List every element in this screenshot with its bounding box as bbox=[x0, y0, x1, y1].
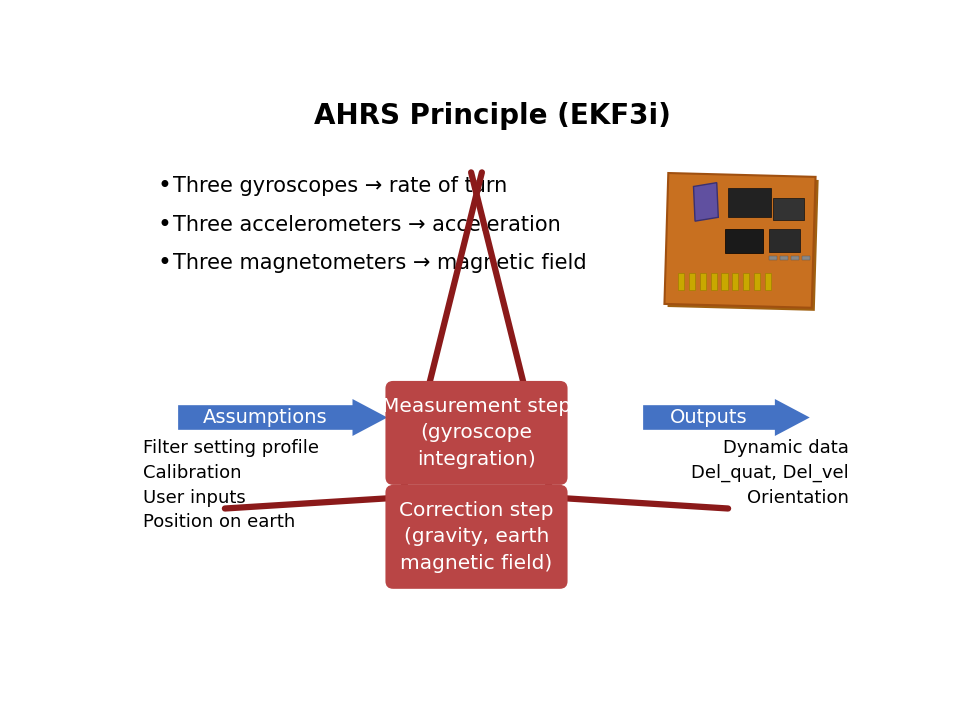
Text: Three magnetometers → magnetic field: Three magnetometers → magnetic field bbox=[173, 253, 587, 274]
Text: Calibration: Calibration bbox=[143, 464, 242, 482]
Bar bbox=[678, 273, 684, 289]
Bar bbox=[754, 273, 760, 289]
Polygon shape bbox=[693, 183, 718, 221]
FancyBboxPatch shape bbox=[385, 381, 567, 485]
Text: AHRS Principle (EKF3i): AHRS Principle (EKF3i) bbox=[314, 102, 670, 130]
Text: User inputs: User inputs bbox=[143, 489, 246, 507]
Bar bbox=[780, 256, 788, 261]
FancyArrowPatch shape bbox=[225, 172, 554, 508]
Bar bbox=[710, 273, 717, 289]
Text: Three gyroscopes → rate of turn: Three gyroscopes → rate of turn bbox=[173, 176, 507, 197]
Bar bbox=[770, 229, 801, 252]
FancyBboxPatch shape bbox=[385, 485, 567, 589]
Text: •: • bbox=[157, 174, 171, 199]
Bar bbox=[700, 273, 706, 289]
Text: Filter setting profile: Filter setting profile bbox=[143, 439, 320, 457]
Text: Correction step
(gravity, earth
magnetic field): Correction step (gravity, earth magnetic… bbox=[399, 501, 554, 573]
Text: Three accelerometers → acceleration: Three accelerometers → acceleration bbox=[173, 215, 561, 235]
Bar bbox=[729, 188, 771, 217]
Bar bbox=[743, 273, 750, 289]
Bar bbox=[773, 198, 804, 220]
Text: Position on earth: Position on earth bbox=[143, 513, 296, 531]
FancyArrowPatch shape bbox=[399, 172, 728, 508]
Polygon shape bbox=[179, 399, 388, 436]
Bar bbox=[791, 256, 799, 261]
Bar bbox=[732, 273, 738, 289]
Text: Measurement step
(gyroscope
integration): Measurement step (gyroscope integration) bbox=[382, 397, 571, 469]
Bar bbox=[689, 273, 695, 289]
Bar bbox=[721, 273, 728, 289]
Text: Assumptions: Assumptions bbox=[203, 408, 327, 427]
Bar bbox=[802, 256, 809, 261]
Text: Outputs: Outputs bbox=[670, 408, 748, 427]
Text: Del_quat, Del_vel: Del_quat, Del_vel bbox=[691, 464, 849, 482]
Text: •: • bbox=[157, 251, 171, 276]
Polygon shape bbox=[664, 173, 816, 307]
Bar bbox=[770, 256, 778, 261]
Bar bbox=[725, 229, 763, 253]
Bar bbox=[765, 273, 771, 289]
Polygon shape bbox=[643, 399, 809, 436]
Text: •: • bbox=[157, 213, 171, 237]
Text: Dynamic data: Dynamic data bbox=[723, 439, 849, 457]
Text: Orientation: Orientation bbox=[747, 489, 849, 507]
Polygon shape bbox=[667, 176, 819, 311]
